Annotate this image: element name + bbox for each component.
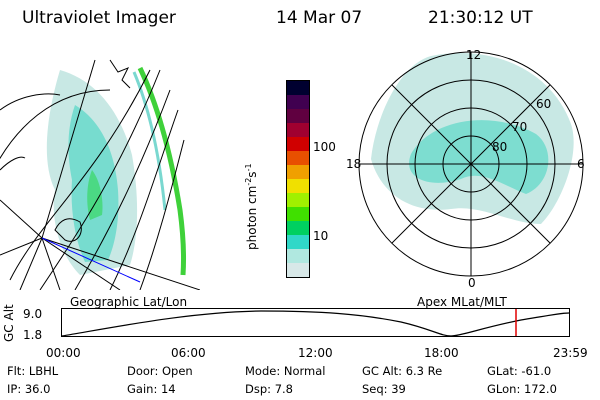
meridian-lines: [0, 59, 200, 290]
altitude-curve: [61, 310, 570, 337]
timeline-ytick-9: 9.0: [23, 307, 43, 321]
timeline-xtick: 06:00: [171, 346, 206, 360]
colorbar-segment: [287, 95, 309, 109]
aurora-green-patch: [87, 170, 103, 220]
timeline-xtick: 23:59: [553, 346, 588, 360]
info-glat: GLat: -61.0: [487, 364, 552, 378]
colorbar-tick-10: 10: [313, 229, 329, 243]
mlat-label-70: 70: [512, 120, 528, 134]
lat-line: [139, 139, 185, 290]
timeline-ylabel: GC Alt: [2, 304, 16, 342]
info-gain: Gain: 14: [127, 382, 176, 396]
info-glon: GLon: 172.0: [487, 382, 557, 396]
time-label: 21:30:12 UT: [428, 8, 533, 28]
info-seq: Seq: 39: [362, 382, 406, 396]
app-title: Ultraviolet Imager: [22, 8, 176, 28]
limb-halo: [132, 71, 167, 211]
info-gc-alt: GC Alt: 6.3 Re: [362, 364, 443, 378]
geographic-map: [0, 59, 200, 290]
mlat-label-80: 80: [492, 140, 508, 154]
colorbar-segment: [287, 151, 309, 165]
limb-glow: [137, 66, 187, 276]
colorbar-segment: [287, 221, 309, 235]
colorbar-axis-label: photon cm-2s-1: [244, 163, 259, 250]
mlt-label-0: 0: [468, 276, 476, 290]
colorbar-tick-100: 100: [313, 140, 336, 154]
colorbar-segment: [287, 193, 309, 207]
colorbar-segment: [287, 165, 309, 179]
orbit-altitude-timeline: [61, 308, 570, 337]
colorbar-segment: [287, 109, 309, 123]
geographic-panel-label: Geographic Lat/Lon: [70, 295, 188, 309]
polar-mlat-mlt-plot: [358, 51, 584, 277]
timeline-frame: [61, 308, 570, 337]
lat-line: [39, 69, 161, 290]
info-flt: Flt: LBHL: [7, 364, 59, 378]
colorbar-segment: [287, 263, 309, 277]
timeline-ytick-1: 1.8: [23, 328, 43, 342]
mlt-label-12: 12: [466, 48, 482, 62]
colorbar-segment: [287, 81, 309, 95]
mlt-lines: [359, 52, 583, 276]
lat-line: [0, 89, 111, 160]
info-ip: IP: 36.0: [7, 382, 51, 396]
colorbar-segment: [287, 249, 309, 263]
lat-line: [109, 109, 179, 290]
terminator-line: [41, 237, 141, 283]
timeline-xtick: 18:00: [424, 346, 459, 360]
aurora-oval-core: [409, 120, 549, 194]
date-label: 14 Mar 07: [276, 8, 363, 28]
info-mode: Mode: Normal: [245, 364, 326, 378]
colorbar-segment: [287, 235, 309, 249]
apex-panel-label: Apex MLat/MLT: [417, 295, 507, 309]
timeline-xtick: 00:00: [46, 346, 81, 360]
coastline: [0, 59, 131, 242]
mlat-label-60: 60: [536, 97, 552, 111]
colorbar-segment: [287, 137, 309, 151]
colorbar-segment: [287, 207, 309, 221]
lat-line: [9, 69, 151, 281]
colorbar-segment: [287, 123, 309, 137]
colorbar-segment: [287, 179, 309, 193]
info-door: Door: Open: [127, 364, 193, 378]
mlt-label-18: 18: [346, 157, 362, 171]
mlt-label-6: 6: [577, 157, 585, 171]
timeline-xtick: 12:00: [298, 346, 333, 360]
info-dsp: Dsp: 7.8: [245, 382, 293, 396]
color-scale: [286, 80, 310, 278]
